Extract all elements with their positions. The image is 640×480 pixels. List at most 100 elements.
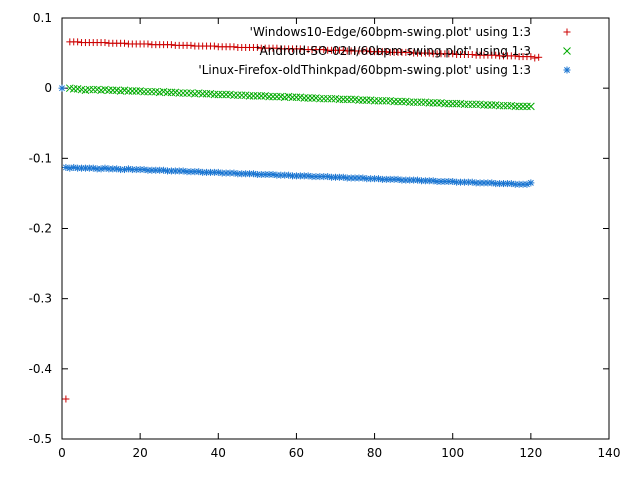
- data-point: [444, 99, 453, 108]
- data-point: [343, 95, 352, 104]
- data-point: [535, 53, 543, 61]
- data-point: [300, 94, 309, 102]
- data-point: [472, 100, 481, 109]
- data-point: [144, 87, 152, 96]
- data-point: [378, 96, 387, 105]
- data-point: [230, 169, 238, 177]
- y-tick-label: -0.4: [29, 362, 52, 376]
- data-point: [527, 102, 535, 111]
- data-point: [511, 52, 519, 60]
- data-point: [58, 84, 66, 92]
- data-point: [390, 97, 398, 106]
- series-3: [58, 84, 535, 188]
- x-tick-label: 60: [289, 446, 304, 460]
- data-point: [249, 92, 258, 100]
- data-point: [187, 168, 195, 176]
- data-point: [124, 87, 133, 95]
- data-point: [355, 96, 363, 104]
- data-point: [69, 85, 78, 93]
- y-tick-label: -0.3: [29, 292, 52, 306]
- data-point: [499, 101, 508, 110]
- data-point: [230, 43, 238, 51]
- data-point: [382, 48, 390, 56]
- data-point: [323, 94, 332, 103]
- data-point: [316, 94, 324, 103]
- series-1: [62, 38, 543, 403]
- data-point: [527, 53, 535, 61]
- data-point: [269, 92, 277, 101]
- data-point: [358, 96, 367, 104]
- x-tick-label: 140: [598, 446, 621, 460]
- data-point: [249, 170, 257, 178]
- data-point: [273, 44, 281, 52]
- data-point: [441, 99, 449, 108]
- data-point: [464, 100, 473, 109]
- data-point: [230, 91, 238, 100]
- data-point: [414, 176, 422, 184]
- data-point: [468, 178, 476, 186]
- legend-marker: [563, 47, 571, 55]
- data-point: [433, 99, 441, 107]
- data-point: [374, 96, 383, 105]
- data-point: [394, 97, 402, 106]
- axes: 0 20 40 60 80 100 120 140 0.1 0 -0.1 -0.2 -0.3 -0.4 -0…: [29, 11, 621, 460]
- data-point: [339, 46, 347, 54]
- data-point: [292, 93, 301, 102]
- data-point: [144, 40, 152, 48]
- data-point: [339, 95, 348, 104]
- data-point: [370, 96, 379, 105]
- data-point: [148, 87, 156, 96]
- data-point: [296, 45, 304, 53]
- data-point: [308, 94, 316, 102]
- data-point: [210, 42, 218, 50]
- data-point: [511, 102, 520, 111]
- data-point: [245, 92, 254, 100]
- x-tick-label: 0: [58, 446, 66, 460]
- data-point: [304, 172, 312, 180]
- data-point: [480, 101, 488, 109]
- legend-label: 'Windows10-Edge/60bpm-swing.plot' using …: [250, 25, 531, 39]
- data-point: [468, 100, 477, 109]
- x-tick-label: 40: [211, 446, 226, 460]
- x-tick-label: 100: [441, 446, 464, 460]
- data-point: [492, 51, 500, 59]
- data-point: [210, 90, 219, 99]
- data-point: [449, 50, 457, 58]
- data-point: [519, 102, 527, 111]
- data-point: [233, 91, 242, 100]
- data-point: [97, 165, 105, 173]
- data-point: [304, 94, 313, 102]
- data-point: [398, 97, 406, 106]
- data-series: [58, 38, 543, 403]
- legend-marker: [563, 66, 571, 74]
- data-point: [425, 49, 433, 57]
- data-point: [335, 95, 344, 104]
- y-tick-label: 0: [44, 81, 52, 95]
- data-point: [222, 90, 230, 99]
- data-point: [140, 87, 148, 96]
- data-point: [515, 102, 523, 111]
- legend-label: 'Linux-Firefox-oldThinkpad/60bpm-swing.p…: [198, 63, 531, 77]
- legend: 'Windows10-Edge/60bpm-swing.plot' using …: [198, 25, 571, 77]
- data-point: [253, 92, 262, 100]
- data-point: [425, 99, 434, 107]
- data-point: [495, 101, 504, 110]
- data-point: [523, 102, 531, 111]
- data-point: [198, 89, 207, 98]
- data-point: [257, 92, 266, 100]
- data-point: [265, 92, 273, 101]
- data-point: [319, 94, 328, 103]
- data-point: [163, 88, 172, 97]
- y-tick-label: -0.2: [29, 222, 52, 236]
- data-point: [362, 96, 371, 104]
- data-point: [89, 85, 98, 94]
- data-point: [503, 101, 512, 110]
- data-point: [121, 39, 129, 47]
- data-point: [460, 100, 469, 109]
- y-tick-label: 0.1: [33, 11, 52, 25]
- y-tick-label: -0.5: [29, 432, 52, 446]
- x-tick-label: 20: [133, 446, 148, 460]
- legend-label: 'Android-SO-02H/60bpm-swing.plot' using …: [256, 44, 531, 58]
- data-point: [183, 89, 191, 97]
